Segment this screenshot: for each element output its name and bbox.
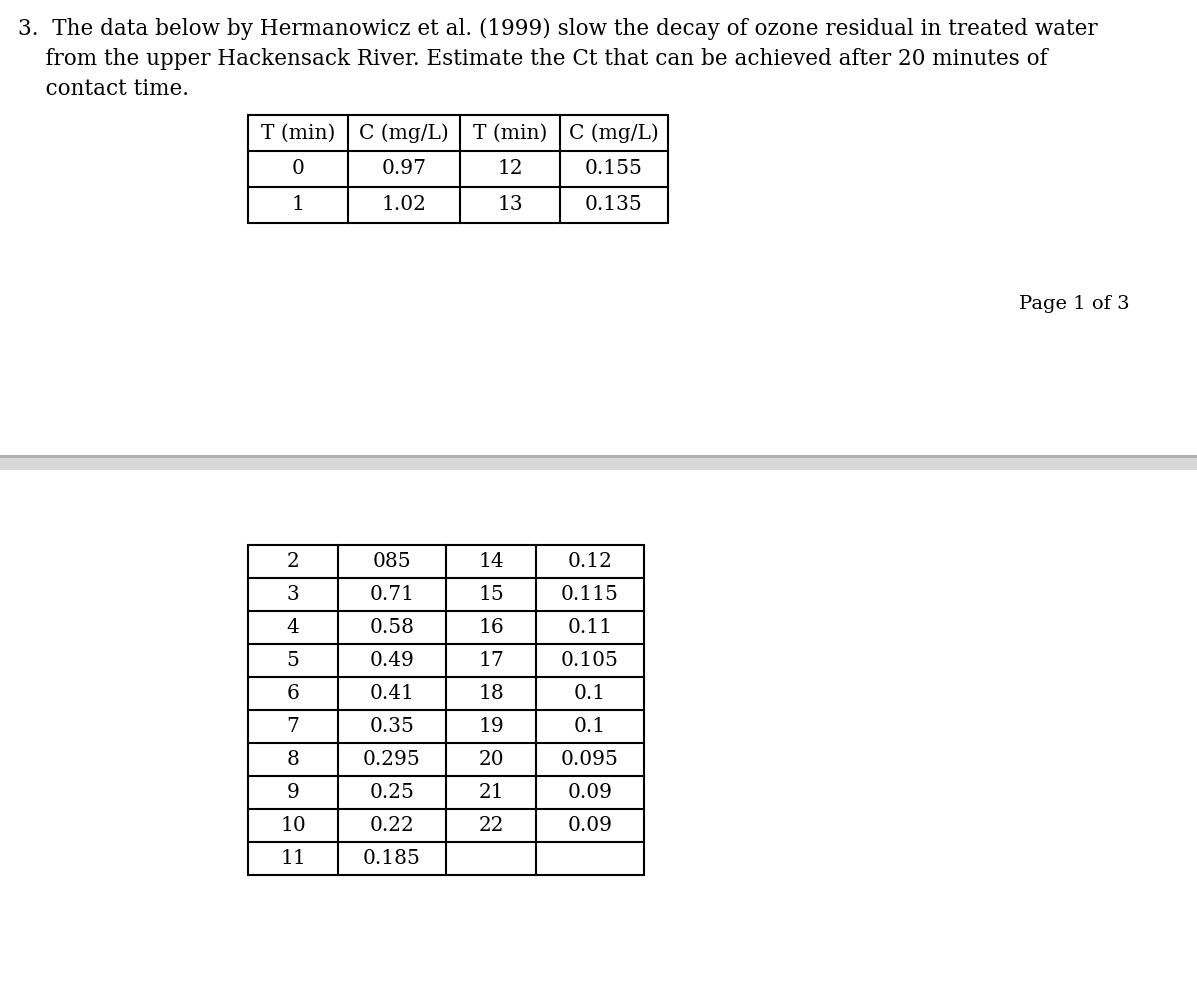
Text: 18: 18 [478,684,504,703]
Text: 0.25: 0.25 [370,783,414,802]
Text: contact time.: contact time. [18,78,189,100]
Text: 0.71: 0.71 [370,585,414,604]
Text: 0.22: 0.22 [370,816,414,835]
Text: 0.1: 0.1 [573,717,606,736]
Text: Page 1 of 3: Page 1 of 3 [1020,295,1130,313]
Text: 0.09: 0.09 [567,816,613,835]
Text: 0.41: 0.41 [370,684,414,703]
Text: 3: 3 [286,585,299,604]
Text: 11: 11 [280,849,306,868]
Text: 5: 5 [286,651,299,670]
Text: 13: 13 [497,196,523,214]
Text: 0.095: 0.095 [561,750,619,769]
Text: 0.35: 0.35 [370,717,414,736]
Text: 4: 4 [286,618,299,637]
Bar [0,458,1197,470]
Bar [0,455,1197,458]
Text: 17: 17 [478,651,504,670]
Text: 14: 14 [478,552,504,571]
Text: 15: 15 [478,585,504,604]
Text: 0.155: 0.155 [585,159,643,179]
Text: 0.97: 0.97 [382,159,426,179]
Text: 1.02: 1.02 [382,196,426,214]
Text: 0.1: 0.1 [573,684,606,703]
Text: 0.49: 0.49 [370,651,414,670]
Text: 3.  The data below by Hermanowicz et al. (1999) slow the decay of ozone residual: 3. The data below by Hermanowicz et al. … [18,18,1098,40]
Text: 20: 20 [478,750,504,769]
Bar [248,545,644,875]
Text: 0.135: 0.135 [585,196,643,214]
Text: 7: 7 [286,717,299,736]
Text: 19: 19 [478,717,504,736]
Text: 1: 1 [292,196,304,214]
Text: 0.105: 0.105 [561,651,619,670]
Text: 8: 8 [286,750,299,769]
Text: 2: 2 [286,552,299,571]
Text: from the upper Hackensack River. Estimate the Ct that can be achieved after 20 m: from the upper Hackensack River. Estimat… [18,48,1047,70]
Text: 0.12: 0.12 [567,552,613,571]
Text: 0.295: 0.295 [363,750,421,769]
Text: 0.185: 0.185 [363,849,421,868]
Text: 0.09: 0.09 [567,783,613,802]
Text: 6: 6 [286,684,299,703]
Text: 0.11: 0.11 [567,618,613,637]
Text: C (mg/L): C (mg/L) [569,123,658,143]
Text: 0.115: 0.115 [561,585,619,604]
Text: T (min): T (min) [473,124,547,143]
Text: 085: 085 [372,552,412,571]
Text: 21: 21 [478,783,504,802]
Text: 22: 22 [479,816,504,835]
Text: 10: 10 [280,816,306,835]
Text: 0: 0 [292,159,304,179]
Text: 0.58: 0.58 [370,618,414,637]
Text: T (min): T (min) [261,124,335,143]
Text: 16: 16 [478,618,504,637]
Bar [248,115,668,223]
Text: 9: 9 [286,783,299,802]
Text: 12: 12 [497,159,523,179]
Text: C (mg/L): C (mg/L) [359,123,449,143]
